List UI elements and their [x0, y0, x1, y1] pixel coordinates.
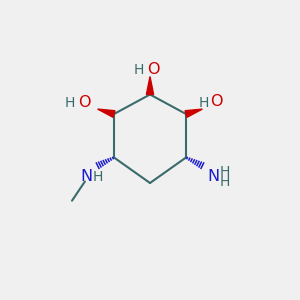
Text: O: O [78, 95, 91, 110]
Text: H: H [220, 165, 230, 179]
Text: H: H [134, 63, 144, 77]
Text: H: H [64, 96, 75, 110]
Text: O: O [210, 94, 222, 110]
Polygon shape [98, 109, 115, 117]
Text: H: H [199, 96, 209, 110]
Text: H: H [220, 175, 230, 188]
Text: N: N [208, 169, 220, 184]
Polygon shape [146, 76, 154, 94]
Polygon shape [185, 109, 202, 117]
Text: O: O [147, 62, 159, 77]
Text: N: N [80, 169, 92, 184]
Text: H: H [92, 170, 103, 184]
